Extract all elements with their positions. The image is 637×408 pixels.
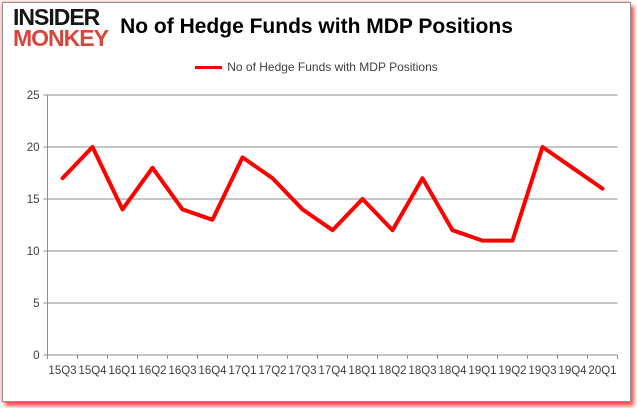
y-axis-label: 10: [27, 246, 40, 258]
legend-line-swatch: [195, 65, 223, 69]
x-axis-label: 19Q3: [528, 365, 556, 377]
x-axis-label: 20Q1: [588, 365, 616, 377]
series-line-hedge-funds: [60, 145, 605, 243]
y-axis-label: 20: [27, 142, 40, 154]
legend: No of Hedge Funds with MDP Positions: [3, 60, 630, 74]
x-axis-label: 19Q2: [498, 365, 526, 377]
y-axis-label: 15: [27, 194, 40, 206]
x-axis-label: 17Q2: [258, 365, 286, 377]
x-axis-label: 15Q4: [78, 365, 107, 377]
x-axis-label: 19Q1: [468, 365, 496, 377]
y-axis-label: 5: [33, 298, 39, 310]
x-axis-label: 17Q4: [318, 365, 347, 377]
x-axis-label: 18Q3: [408, 365, 436, 377]
x-axis-label: 17Q3: [288, 365, 316, 377]
chart-title: No of Hedge Funds with MDP Positions: [120, 15, 513, 38]
chart-frame: INSIDER MONKEY No of Hedge Funds with MD…: [2, 2, 631, 402]
x-axis-label: 17Q1: [228, 365, 256, 377]
y-axis-label: 25: [27, 90, 40, 102]
x-axis-label: 16Q4: [198, 365, 227, 377]
x-axis-label: 16Q1: [108, 365, 136, 377]
insider-monkey-logo: INSIDER MONKEY: [13, 4, 109, 52]
logo-line-insider: INSIDER: [13, 4, 100, 30]
x-axis-label: 18Q1: [348, 365, 376, 377]
y-axis-label: 0: [33, 350, 39, 362]
logo-line-monkey: MONKEY: [13, 25, 109, 52]
x-axis-label: 15Q3: [48, 365, 76, 377]
legend-label: No of Hedge Funds with MDP Positions: [227, 60, 438, 74]
x-axis-label: 19Q4: [558, 365, 587, 377]
x-axis-label: 16Q2: [138, 365, 166, 377]
x-axis-label: 18Q2: [378, 365, 406, 377]
x-axis-label: 16Q3: [168, 365, 196, 377]
x-axis-label: 18Q4: [438, 365, 467, 377]
